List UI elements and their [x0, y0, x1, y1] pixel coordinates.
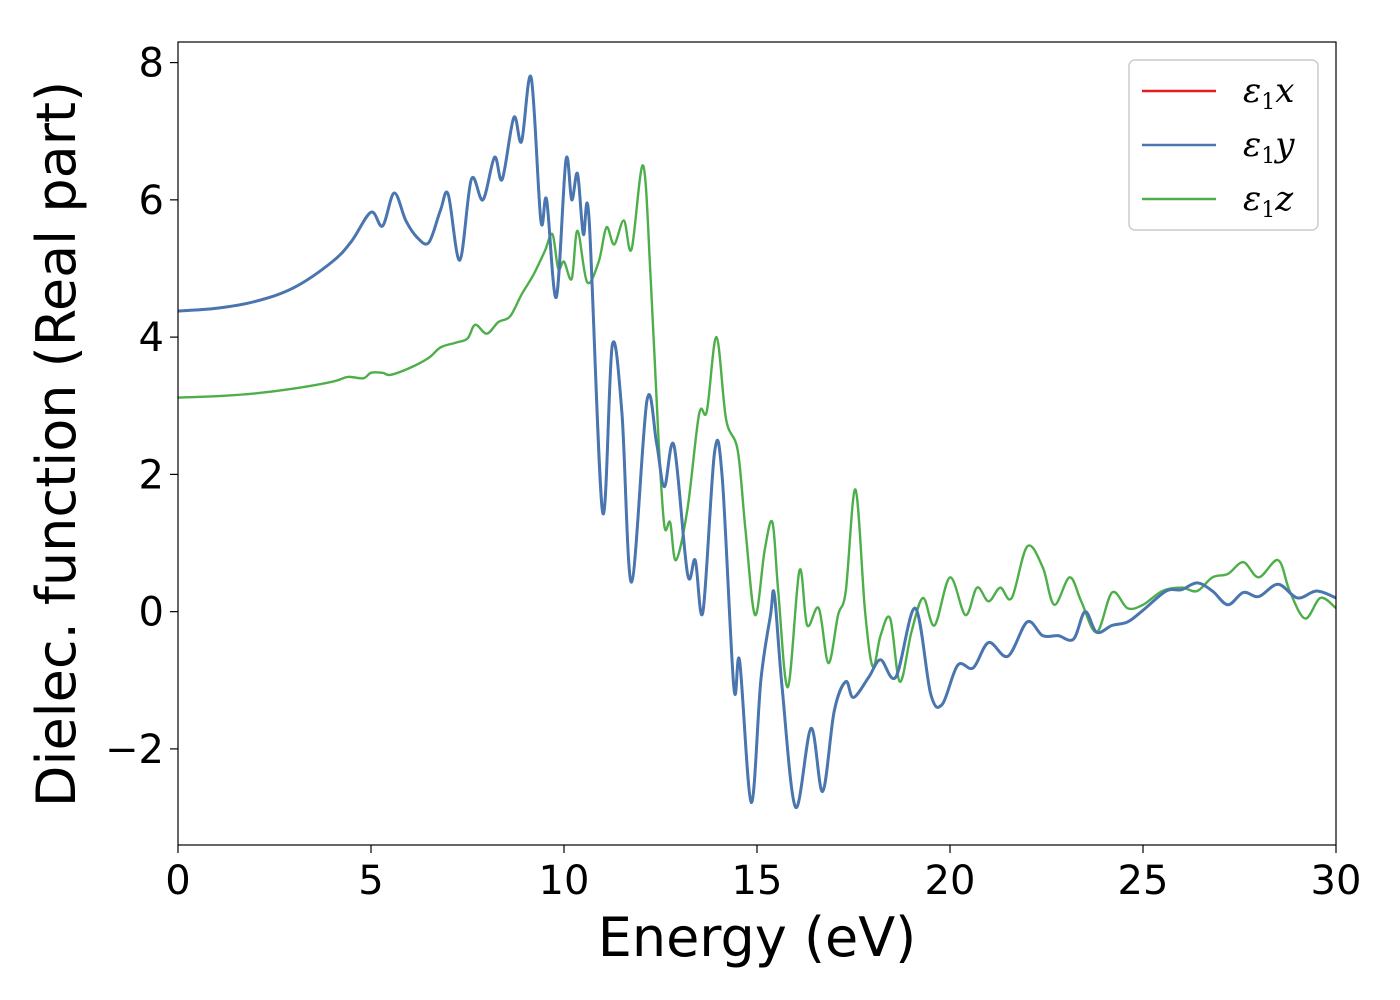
legend-label-eps1y: ε1y — [1243, 125, 1295, 169]
y-axis-label: Dielec. function (Real part) — [25, 81, 88, 807]
legend-label-eps1x: ε1x — [1243, 71, 1294, 115]
x-tick-label: 15 — [732, 858, 783, 904]
x-tick-label: 0 — [165, 858, 190, 904]
x-axis-ticks: 0 5 10 15 20 25 30 — [165, 845, 1361, 904]
y-tick-label: 6 — [139, 178, 164, 224]
y-tick-label: 4 — [139, 315, 164, 361]
x-tick-label: 30 — [1311, 858, 1362, 904]
x-tick-label: 5 — [358, 858, 383, 904]
y-tick-label: −2 — [105, 727, 164, 773]
y-axis-ticks: −2 0 2 4 6 8 — [105, 41, 178, 773]
x-tick-label: 10 — [539, 858, 590, 904]
legend-label-eps1z: ε1z — [1243, 179, 1294, 223]
y-tick-label: 0 — [139, 590, 164, 636]
legend-box — [1128, 59, 1319, 231]
series-line-eps1y — [178, 74, 1336, 809]
series-line-eps1z — [178, 164, 1336, 689]
series-layer — [178, 74, 1336, 809]
x-axis-label: Energy (eV) — [598, 906, 917, 969]
y-tick-label: 2 — [139, 452, 164, 498]
y-tick-label: 8 — [139, 41, 164, 87]
x-tick-label: 25 — [1118, 858, 1169, 904]
legend: ε1x ε1y ε1z — [1128, 59, 1319, 231]
x-tick-label: 20 — [925, 858, 976, 904]
